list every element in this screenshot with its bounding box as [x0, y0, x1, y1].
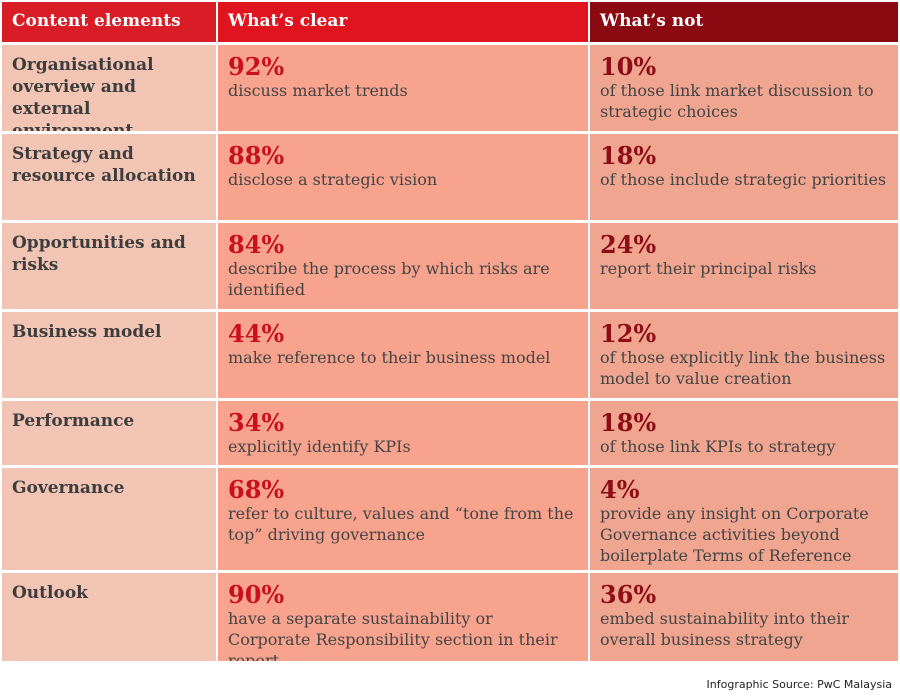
clear-cell: 44% make reference to their business mod…	[218, 312, 588, 398]
not-cell: 36% embed sustainability into their over…	[590, 573, 898, 661]
clear-description: describe the process by which risks are …	[228, 259, 550, 299]
not-description: of those link KPIs to strategy	[600, 437, 836, 456]
clear-cell: 90% have a separate sustainability or Co…	[218, 573, 588, 661]
clear-percentage: 34%	[228, 408, 285, 437]
clear-percentage: 92%	[228, 52, 285, 81]
row-label: Business model	[2, 312, 216, 398]
not-description: provide any insight on Corporate Governa…	[600, 504, 869, 565]
not-description: embed sustainability into their overall …	[600, 609, 850, 649]
clear-cell: 92% discuss market trends	[218, 45, 588, 131]
clear-description: make reference to their business model	[228, 348, 551, 367]
not-cell: 12% of those explicitly link the busines…	[590, 312, 898, 398]
not-percentage: 12%	[600, 319, 657, 348]
not-description: of those include strategic priorities	[600, 170, 887, 189]
header-whats-not: What’s not	[590, 2, 898, 42]
row-label: Outlook	[2, 573, 216, 661]
clear-percentage: 68%	[228, 475, 285, 504]
row-label: Organisational overview and external env…	[2, 45, 216, 131]
clear-description: discuss market trends	[228, 81, 408, 100]
clear-cell: 88% disclose a strategic vision	[218, 134, 588, 220]
not-description: report their principal risks	[600, 259, 817, 278]
clear-description: refer to culture, values and “tone from …	[228, 504, 574, 544]
content-elements-table: Content elements What’s clear What’s not…	[2, 2, 898, 661]
header-content-elements: Content elements	[2, 2, 216, 42]
row-label: Opportunities and risks	[2, 223, 216, 309]
clear-percentage: 44%	[228, 319, 285, 348]
not-cell: 4% provide any insight on Corporate Gove…	[590, 468, 898, 570]
not-percentage: 36%	[600, 580, 657, 609]
not-percentage: 24%	[600, 230, 657, 259]
clear-description: explicitly identify KPIs	[228, 437, 411, 456]
clear-description: disclose a strategic vision	[228, 170, 438, 189]
clear-cell: 34% explicitly identify KPIs	[218, 401, 588, 465]
clear-percentage: 90%	[228, 580, 285, 609]
not-cell: 24% report their principal risks	[590, 223, 898, 309]
not-description: of those explicitly link the business mo…	[600, 348, 886, 388]
header-whats-clear: What’s clear	[218, 2, 588, 42]
not-description: of those link market discussion to strat…	[600, 81, 874, 121]
clear-cell: 68% refer to culture, values and “tone f…	[218, 468, 588, 570]
clear-percentage: 84%	[228, 230, 285, 259]
not-cell: 18% of those include strategic prioritie…	[590, 134, 898, 220]
row-label: Strategy and resource allocation	[2, 134, 216, 220]
not-percentage: 10%	[600, 52, 657, 81]
row-label: Performance	[2, 401, 216, 465]
not-percentage: 18%	[600, 141, 657, 170]
source-credit: Infographic Source: PwC Malaysia	[706, 678, 892, 691]
clear-percentage: 88%	[228, 141, 285, 170]
not-cell: 10% of those link market discussion to s…	[590, 45, 898, 131]
not-cell: 18% of those link KPIs to strategy	[590, 401, 898, 465]
not-percentage: 4%	[600, 475, 640, 504]
clear-cell: 84% describe the process by which risks …	[218, 223, 588, 309]
not-percentage: 18%	[600, 408, 657, 437]
row-label: Governance	[2, 468, 216, 570]
clear-description: have a separate sustainability or Corpor…	[228, 609, 558, 661]
